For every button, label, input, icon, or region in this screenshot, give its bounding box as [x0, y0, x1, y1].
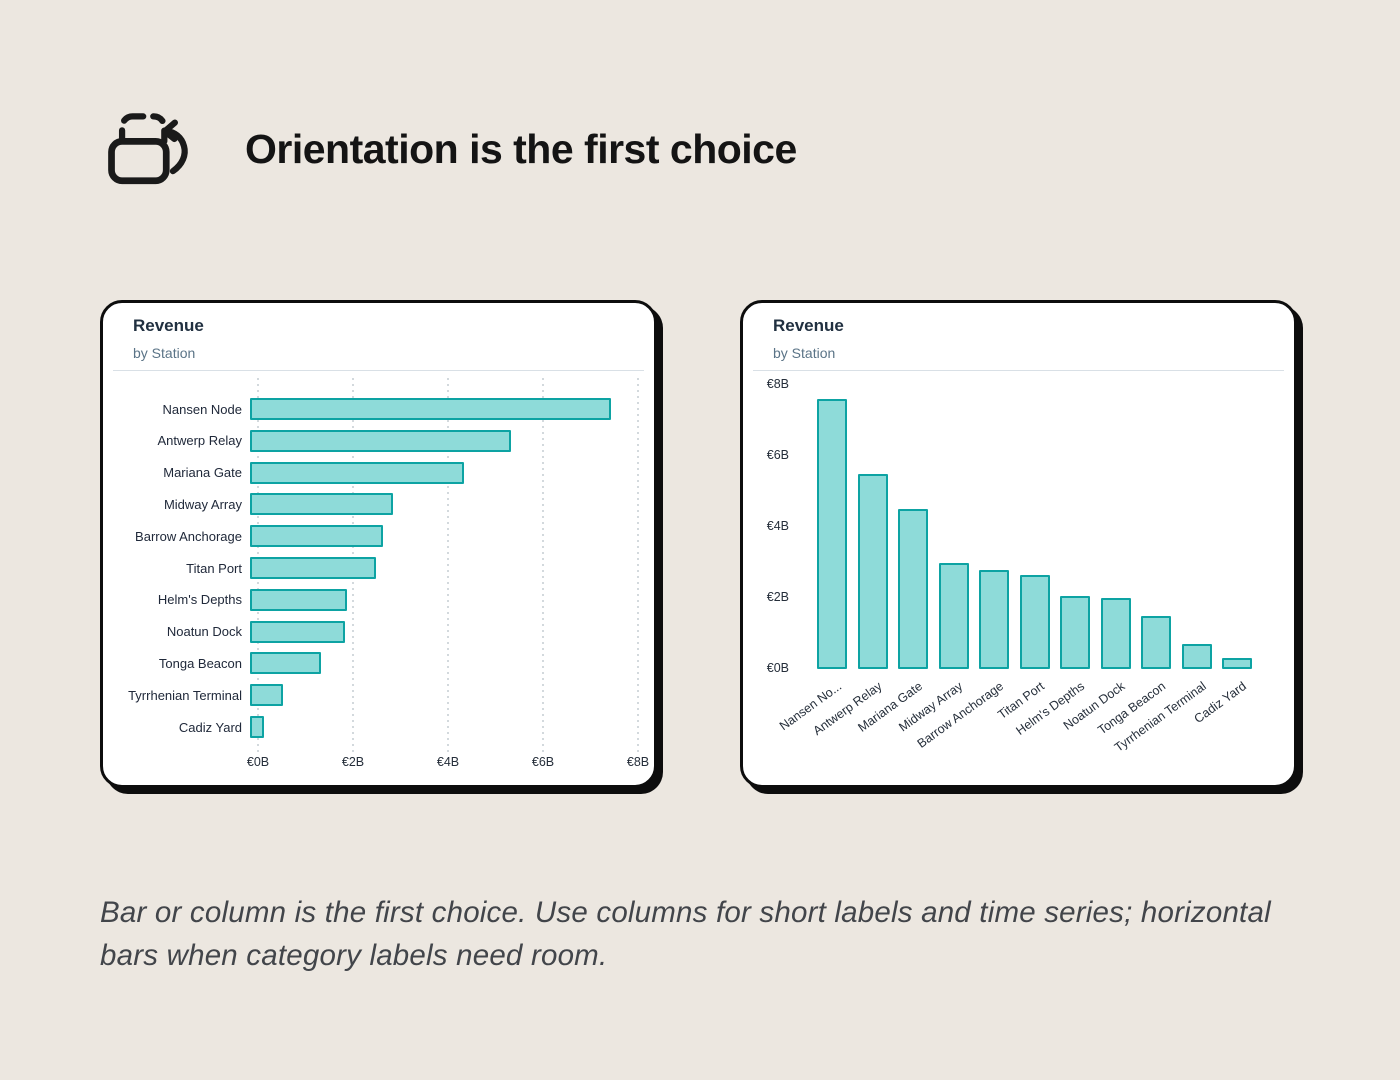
bar-row: Titan Port	[103, 552, 638, 584]
axis-tick-label: €6B	[766, 448, 789, 462]
bar-row: Nansen Node	[103, 393, 638, 425]
gridline	[542, 378, 544, 753]
axis-tick-label: €2B	[341, 755, 365, 769]
bar	[250, 398, 611, 420]
category-label: Helm's Depths	[157, 592, 242, 608]
bar	[250, 620, 345, 643]
chart-title: Revenue	[773, 316, 844, 335]
bar	[250, 461, 464, 484]
bar	[857, 473, 888, 669]
page-title: Orientation is the first choice	[245, 126, 797, 172]
axis-tick-label: €2B	[766, 590, 789, 604]
axis-tick-label: €8B	[766, 377, 789, 391]
horizontal-bar-chart: Nansen Node Antwerp Relay Mariana Gate Midw…	[103, 303, 654, 785]
bar	[250, 557, 376, 579]
axis-tick-label: €0B	[766, 661, 789, 675]
chart-title: Revenue	[133, 316, 204, 335]
gridline	[447, 378, 449, 753]
bar	[250, 493, 393, 516]
bar	[250, 588, 348, 611]
axis-tick-label: €4B	[766, 519, 789, 533]
bar	[1222, 658, 1252, 669]
category-label: Cadiz Yard	[178, 719, 242, 735]
bar-row: Barrow Anchorage	[103, 520, 638, 552]
bar-row: Antwerp Relay	[103, 425, 638, 457]
divider	[753, 370, 1284, 371]
category-label: Barrow Anchorage	[135, 528, 242, 544]
bar-row: Helm's Depths	[103, 584, 638, 616]
category-label: Nansen Node	[162, 401, 243, 417]
bar-row: Mariana Gate	[103, 457, 638, 489]
rotate-orientation-icon	[108, 113, 188, 185]
bar	[1181, 644, 1212, 669]
axis-tick-label: €6B	[531, 755, 555, 769]
bar	[979, 569, 1009, 669]
gridline	[637, 378, 639, 753]
divider	[113, 370, 644, 371]
axis-tick-label: €0B	[246, 755, 270, 769]
page-header: Orientation is the first choice	[100, 108, 797, 192]
bar	[817, 399, 847, 669]
category-label: Midway Array	[163, 496, 242, 512]
bar-row: Tonga Beacon	[103, 647, 638, 679]
plot-area	[795, 385, 1289, 669]
bar-row: Cadiz Yard	[103, 711, 638, 743]
vertical-column-chart-card: Revenue by Station €8B €6B €4B €2B €0B Nansen…	[740, 300, 1297, 788]
category-label: Tonga Beacon	[158, 655, 242, 671]
bar	[250, 429, 512, 452]
bar	[1060, 596, 1090, 669]
bar	[1019, 574, 1050, 669]
axis-tick-label: €4B	[436, 755, 460, 769]
bar	[1100, 598, 1131, 669]
horizontal-bar-chart-card: Revenue by Station Nansen Node Antwerp Re…	[100, 300, 657, 788]
bar	[250, 652, 322, 675]
chart-subtitle: by Station	[133, 345, 196, 361]
category-label: Mariana Gate	[163, 465, 242, 481]
chart-subtitle: by Station	[773, 345, 836, 361]
bar-row: Midway Array	[103, 488, 638, 520]
bar	[898, 509, 928, 669]
bar	[250, 525, 383, 548]
bar	[250, 684, 284, 707]
bar-row: Noatun Dock	[103, 616, 638, 648]
category-label: Titan Port	[186, 560, 242, 576]
vertical-column-chart: €8B €6B €4B €2B €0B Nansen No... Antwerp Relay…	[743, 303, 1294, 785]
bar	[938, 562, 969, 669]
category-label: Noatun Dock	[166, 624, 242, 640]
bar	[250, 716, 265, 738]
bar	[1141, 615, 1171, 669]
caption-text: Bar or column is the first choice. Use c…	[100, 896, 1271, 973]
axis-tick-label: €8B	[626, 755, 650, 769]
category-label: Antwerp Relay	[157, 433, 242, 449]
bar-row: Tyrrhenian Terminal	[103, 679, 638, 711]
category-label: Tyrrhenian Terminal	[128, 687, 242, 703]
